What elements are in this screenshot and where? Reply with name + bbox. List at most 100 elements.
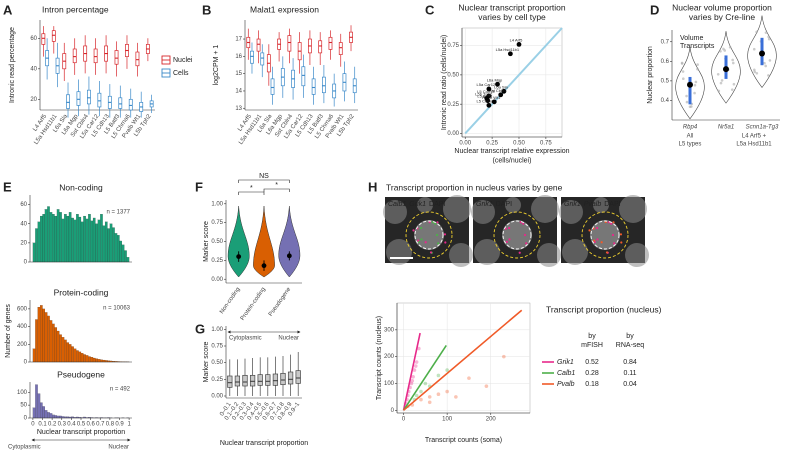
fit-line bbox=[402, 344, 447, 411]
cell-blob bbox=[531, 195, 559, 223]
channel-label: DAPI bbox=[496, 201, 512, 208]
x-tick-label: 0.4 bbox=[67, 422, 76, 428]
jitter bbox=[696, 67, 699, 71]
jitter bbox=[763, 61, 766, 65]
channel-label: DAPI bbox=[604, 201, 620, 208]
box bbox=[93, 48, 98, 64]
point bbox=[495, 81, 500, 87]
table-header: RNA-seq bbox=[616, 342, 645, 349]
transcript-dot bbox=[412, 229, 415, 232]
box bbox=[257, 374, 263, 386]
y-tick-label: 20 bbox=[30, 97, 37, 103]
box bbox=[328, 36, 333, 50]
chart-title: Malat1 expression bbox=[250, 4, 319, 14]
y-tick-label: 0.6 bbox=[661, 59, 670, 65]
cell-blob bbox=[505, 197, 521, 213]
x-tick-label: Pseudogene bbox=[268, 286, 293, 318]
transcript-dot bbox=[593, 239, 596, 242]
jitter bbox=[753, 70, 757, 74]
table-cell: 0.11 bbox=[623, 370, 636, 377]
panel-label: G bbox=[195, 321, 205, 336]
histogram-bar bbox=[126, 257, 130, 263]
chart-title: Nuclear volume proportion bbox=[672, 2, 772, 12]
cell-blob bbox=[443, 195, 471, 223]
x-axis-label: Nuclear transcript proportion bbox=[37, 429, 125, 436]
violin bbox=[278, 205, 301, 278]
y-tick-label: 13 bbox=[235, 106, 242, 112]
annotation: Nuclear bbox=[278, 336, 299, 342]
box bbox=[227, 375, 233, 388]
y-tick-label: 0.00 bbox=[211, 394, 223, 400]
y-tick-label: 40 bbox=[20, 221, 27, 227]
transcript-dot bbox=[519, 221, 522, 224]
transcript-dot bbox=[518, 251, 521, 254]
jitter bbox=[681, 77, 685, 81]
y-tick-label: 0.75 bbox=[211, 220, 223, 226]
transcript-dot bbox=[505, 240, 509, 244]
point bbox=[412, 368, 417, 372]
x-tick-label: 0.6 bbox=[86, 422, 95, 428]
cell-blob bbox=[625, 243, 649, 267]
mean-point bbox=[261, 263, 267, 269]
jitter bbox=[693, 83, 697, 87]
transcript-dot bbox=[605, 251, 609, 254]
point bbox=[484, 384, 489, 388]
channel-label: Grik1 bbox=[409, 201, 426, 208]
histogram-bar bbox=[64, 339, 67, 363]
transcript-dot bbox=[619, 233, 623, 236]
histogram-bar bbox=[71, 217, 74, 263]
point bbox=[467, 376, 471, 380]
point bbox=[454, 395, 458, 399]
y-tick-label: 0.50 bbox=[211, 360, 223, 366]
x-tick-sublabel: L5a Hsd11b1 bbox=[736, 142, 772, 148]
annotation: n = 10063 bbox=[103, 306, 131, 312]
nucleus-outline bbox=[502, 220, 532, 250]
x-axis-label: Nuclear transcript relative expression bbox=[454, 148, 569, 155]
transcript-dot bbox=[435, 233, 439, 237]
cell-blob bbox=[562, 239, 588, 265]
jitter bbox=[767, 74, 770, 77]
histogram-bar bbox=[59, 334, 62, 363]
histogram-bar bbox=[49, 212, 53, 263]
transcript-dot bbox=[607, 221, 610, 224]
point bbox=[507, 51, 513, 57]
mean-point bbox=[286, 253, 292, 259]
legend-label: Pvalb bbox=[557, 381, 575, 388]
table-header: by bbox=[626, 333, 634, 340]
y-tick-label: 20 bbox=[20, 240, 27, 246]
histogram-bar bbox=[107, 228, 110, 263]
channel-label: Grik1 bbox=[564, 201, 581, 208]
histogram-bar bbox=[78, 216, 82, 263]
histogram-bar bbox=[112, 227, 115, 263]
point-label: L6a Sla bbox=[494, 84, 508, 89]
histogram-bar bbox=[71, 346, 74, 363]
point-label: L6a Mgp bbox=[487, 77, 503, 82]
cell-blob bbox=[417, 197, 433, 213]
histogram-bar bbox=[78, 351, 82, 363]
y-tick-label: 50 bbox=[20, 403, 27, 409]
cell-blob bbox=[383, 200, 407, 224]
box bbox=[260, 52, 265, 66]
y-tick-label: 0.25 bbox=[211, 377, 223, 383]
x-tick-label: 100 bbox=[442, 417, 453, 423]
histogram-bar bbox=[95, 358, 98, 363]
x-tick-label: Protein-coding bbox=[240, 287, 267, 322]
box bbox=[51, 30, 56, 42]
cell-blob bbox=[449, 243, 473, 267]
y-tick-label: 40 bbox=[30, 66, 37, 72]
point bbox=[516, 42, 522, 47]
y-tick-label: 0.4 bbox=[661, 98, 670, 104]
box bbox=[280, 372, 286, 386]
jitter bbox=[731, 58, 734, 62]
y-tick-label: 14 bbox=[235, 89, 242, 95]
point bbox=[417, 346, 421, 351]
y-axis-label: Transcript counts (nucleus) bbox=[376, 316, 383, 400]
histogram-bar bbox=[121, 244, 125, 263]
jitter bbox=[693, 91, 696, 95]
x-tick-label: 0.50 bbox=[513, 141, 525, 147]
box bbox=[311, 78, 316, 95]
volume-point bbox=[759, 50, 765, 57]
box bbox=[114, 50, 119, 65]
jitter bbox=[732, 82, 736, 86]
x-tick-label: 0.3 bbox=[58, 422, 67, 428]
